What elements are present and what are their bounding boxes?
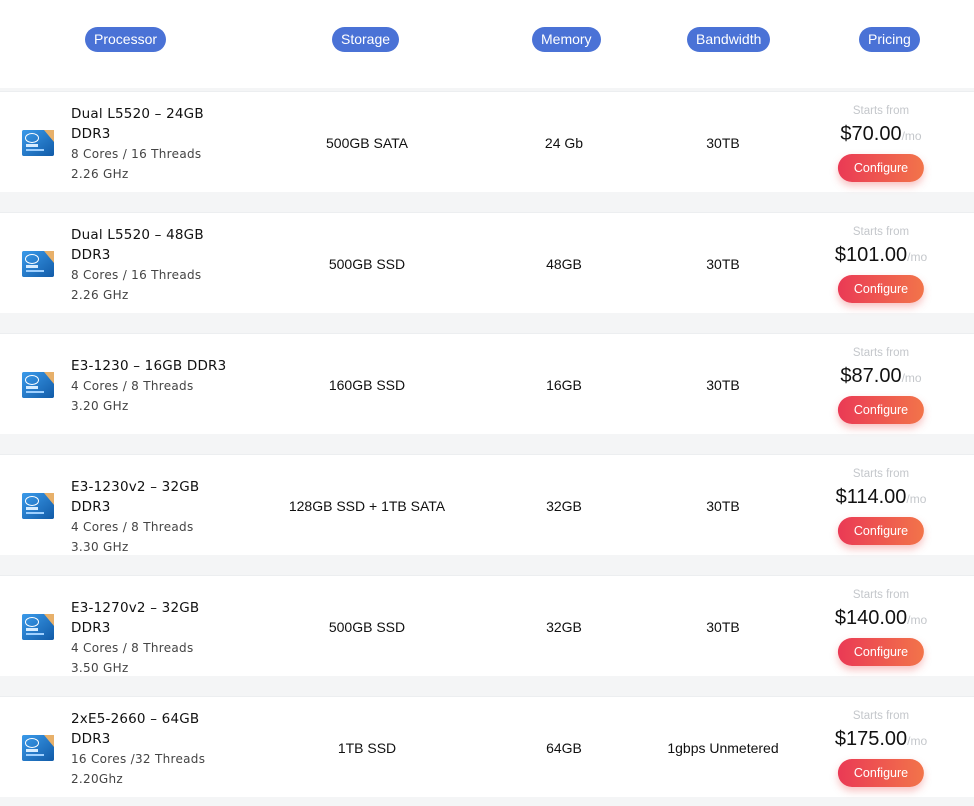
price: $87.00/mo — [820, 365, 942, 388]
processor-clock: 2.26 GHz — [71, 167, 129, 181]
header-processor: Processor — [85, 27, 167, 52]
bandwidth-cell: 30TB — [706, 134, 740, 151]
price-period: /mo — [907, 734, 928, 748]
processor-title-line: DDR3 — [71, 731, 111, 747]
starts-from-label: Starts from — [852, 105, 910, 117]
processor-cores: 4 Cores / 8 Threads — [71, 641, 194, 655]
pricing-cell: Starts from $87.00/mo Configure — [820, 334, 942, 435]
table-row: E3-1230v2 – 32GB DDR3 4 Cores / 8 Threads… — [0, 454, 974, 555]
storage-cell: 500GB SATA — [326, 134, 408, 151]
storage-cell: 1TB SSD — [337, 739, 397, 756]
bandwidth-cell: 30TB — [706, 497, 740, 514]
processor-clock: 3.30 GHz — [71, 540, 129, 554]
price: $175.00/mo — [820, 728, 942, 751]
processor-clock: 2.26 GHz — [71, 288, 129, 302]
processor-clock: 2.20Ghz — [71, 772, 124, 786]
configure-button[interactable]: Configure — [837, 638, 925, 666]
processor-cores: 4 Cores / 8 Threads — [71, 379, 194, 393]
processor-clock: 3.20 GHz — [71, 399, 129, 413]
processor-cell: Dual L5520 – 48GB DDR3 8 Cores / 16 Thread… — [71, 225, 241, 305]
table-row: E3-1270v2 – 32GB DDR3 4 Cores / 8 Threads… — [0, 575, 974, 676]
memory-cell: 16GB — [546, 376, 582, 393]
table-row: E3-1230 – 16GB DDR3 4 Cores / 8 Threads 3.… — [0, 333, 974, 434]
intel-xeon-icon — [22, 493, 54, 519]
header-memory: Memory — [532, 27, 601, 52]
intel-xeon-icon — [22, 130, 54, 156]
configure-button[interactable]: Configure — [837, 517, 925, 545]
price: $101.00/mo — [820, 244, 942, 267]
price-amount: $175.00 — [834, 728, 908, 750]
price-period: /mo — [907, 250, 928, 264]
price: $70.00/mo — [820, 123, 942, 146]
memory-cell: 32GB — [546, 618, 582, 635]
pricing-cell: Starts from $175.00/mo Configure — [820, 697, 942, 798]
pricing-cell: Starts from $70.00/mo Configure — [820, 92, 942, 193]
pricing-cell: Starts from $140.00/mo Configure — [820, 576, 942, 677]
processor-title-line: DDR3 — [71, 126, 111, 142]
table-row: 2xE5-2660 – 64GB DDR3 16 Cores /32 Threads… — [0, 696, 974, 797]
processor-cell: 2xE5-2660 – 64GB DDR3 16 Cores /32 Threads… — [71, 709, 241, 789]
table-row: Dual L5520 – 48GB DDR3 8 Cores / 16 Thread… — [0, 212, 974, 313]
memory-cell: 48GB — [546, 255, 582, 272]
storage-cell: 128GB SSD + 1TB SATA — [288, 497, 446, 514]
price-period: /mo — [901, 371, 922, 385]
processor-cores: 16 Cores /32 Threads — [71, 752, 206, 766]
processor-cell: E3-1270v2 – 32GB DDR3 4 Cores / 8 Threads… — [71, 598, 241, 678]
price-period: /mo — [906, 492, 927, 506]
price-amount: $101.00 — [834, 244, 908, 266]
processor-cores: 8 Cores / 16 Threads — [71, 268, 202, 282]
processor-title-line: 2xE5-2660 – 64GB — [71, 711, 200, 727]
price-period: /mo — [907, 613, 928, 627]
processor-title-line: E3-1230 – 16GB DDR3 — [71, 358, 227, 374]
pricing-cell: Starts from $101.00/mo Configure — [820, 213, 942, 314]
processor-cores: 4 Cores / 8 Threads — [71, 520, 194, 534]
table-row: Dual L5520 – 24GB DDR3 8 Cores / 16 Thread… — [0, 91, 974, 192]
price-amount: $140.00 — [834, 607, 908, 629]
processor-title-line: Dual L5520 – 24GB — [71, 106, 204, 122]
intel-xeon-icon — [22, 735, 54, 761]
bandwidth-cell: 30TB — [706, 255, 740, 272]
price-amount: $70.00 — [840, 123, 902, 145]
storage-cell: 160GB SSD — [328, 376, 406, 393]
processor-cell: E3-1230 – 16GB DDR3 4 Cores / 8 Threads 3.… — [71, 356, 241, 416]
starts-from-label: Starts from — [852, 710, 910, 722]
processor-title-line: DDR3 — [71, 247, 111, 263]
memory-cell: 64GB — [546, 739, 582, 756]
processor-clock: 3.50 GHz — [71, 661, 129, 675]
configure-button[interactable]: Configure — [837, 275, 925, 303]
pricing-cell: Starts from $114.00/mo Configure — [820, 455, 942, 556]
price-period: /mo — [901, 129, 922, 143]
configure-button[interactable]: Configure — [837, 759, 925, 787]
starts-from-label: Starts from — [852, 589, 910, 601]
processor-cell: E3-1230v2 – 32GB DDR3 4 Cores / 8 Threads… — [71, 477, 241, 557]
storage-cell: 500GB SSD — [328, 618, 406, 635]
starts-from-label: Starts from — [852, 468, 910, 480]
memory-cell: 32GB — [546, 497, 582, 514]
header-pricing: Pricing — [859, 27, 920, 52]
processor-title-line: Dual L5520 – 48GB — [71, 227, 204, 243]
starts-from-label: Starts from — [852, 226, 910, 238]
configure-button[interactable]: Configure — [837, 396, 925, 424]
bandwidth-cell: 30TB — [706, 376, 740, 393]
processor-title-line: E3-1270v2 – 32GB DDR3 — [71, 600, 200, 636]
intel-xeon-icon — [22, 372, 54, 398]
price: $140.00/mo — [820, 607, 942, 630]
price-amount: $87.00 — [840, 365, 902, 387]
processor-cores: 8 Cores / 16 Threads — [71, 147, 202, 161]
starts-from-label: Starts from — [852, 347, 910, 359]
processor-title-line: E3-1230v2 – 32GB DDR3 — [71, 479, 200, 515]
header-storage: Storage — [332, 27, 400, 52]
memory-cell: 24 Gb — [544, 134, 584, 151]
header-bandwidth: Bandwidth — [687, 27, 771, 52]
price: $114.00/mo — [820, 486, 942, 509]
configure-button[interactable]: Configure — [837, 154, 925, 182]
table-header: Processor Storage Memory Bandwidth Prici… — [0, 0, 974, 88]
storage-cell: 500GB SSD — [328, 255, 406, 272]
intel-xeon-icon — [22, 614, 54, 640]
intel-xeon-icon — [22, 251, 54, 277]
processor-cell: Dual L5520 – 24GB DDR3 8 Cores / 16 Thread… — [71, 104, 241, 184]
price-amount: $114.00 — [835, 486, 907, 508]
bandwidth-cell: 30TB — [706, 618, 740, 635]
bandwidth-cell: 1gbps Unmetered — [667, 739, 779, 756]
